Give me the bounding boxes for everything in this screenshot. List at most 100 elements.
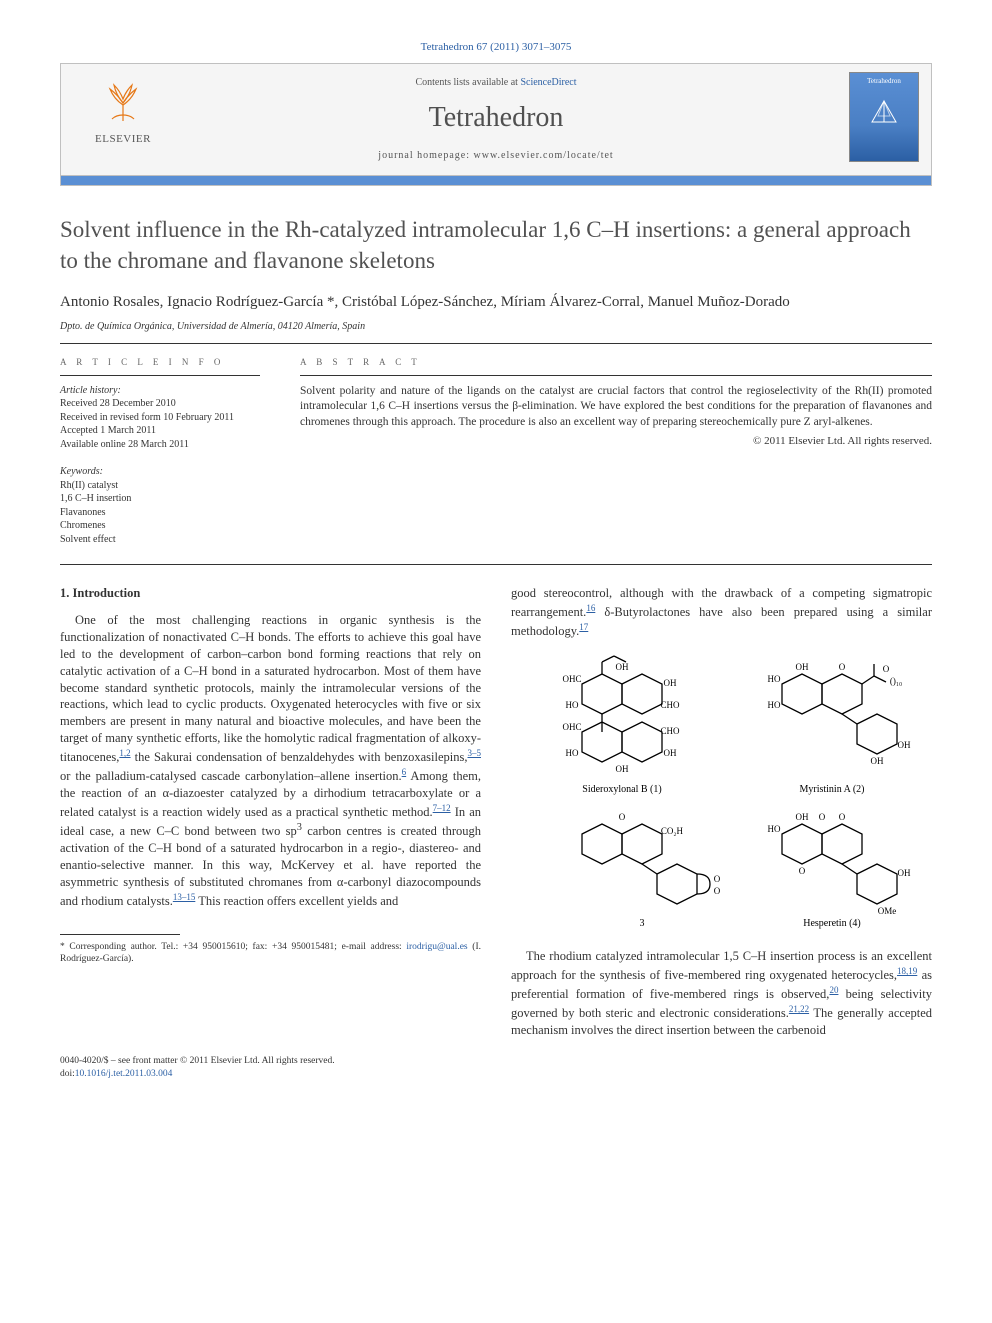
divider <box>300 375 932 376</box>
structure-label: Myristinin A (2) <box>799 784 864 795</box>
divider <box>60 375 260 376</box>
history-label: Article history: <box>60 384 260 398</box>
history-item: Available online 28 March 2011 <box>60 438 260 452</box>
keyword-item: Flavanones <box>60 506 260 520</box>
journal-header: ELSEVIER Tetrahedron Contents lists avai… <box>60 63 932 176</box>
svg-text:()₁₀: ()₁₀ <box>889 676 901 686</box>
email-link[interactable]: irodrigu@ual.es <box>406 942 467 952</box>
structures-svg: OHC HO OH OH CHO OHC HO CHO OH OH <box>522 654 922 934</box>
ref-link[interactable]: 21,22 <box>789 1004 809 1014</box>
doi-label: doi: <box>60 1069 75 1079</box>
svg-text:CHO: CHO <box>660 700 680 710</box>
svg-text:OH: OH <box>615 764 628 774</box>
article-title: Solvent influence in the Rh-catalyzed in… <box>60 214 932 276</box>
journal-cover-thumbnail: Tetrahedron <box>849 72 919 162</box>
text: One of the most challenging reactions in… <box>60 613 481 764</box>
doi-link[interactable]: 10.1016/j.tet.2011.03.004 <box>75 1069 173 1079</box>
body-paragraph: The rhodium catalyzed intramolecular 1,5… <box>511 948 932 1039</box>
divider <box>60 564 932 565</box>
intro-paragraph: One of the most challenging reactions in… <box>60 612 481 910</box>
abstract-label: A B S T R A C T <box>300 356 932 368</box>
keyword-item: Chromenes <box>60 519 260 533</box>
cover-title: Tetrahedron <box>867 77 901 86</box>
body-column-left: 1. Introduction One of the most challeng… <box>60 585 481 1039</box>
text: or the palladium-catalysed cascade carbo… <box>60 769 402 783</box>
abstract-column: A B S T R A C T Solvent polarity and nat… <box>300 356 932 546</box>
svg-text:O: O <box>798 866 805 876</box>
footer-copyright: 0040-4020/$ – see front matter © 2011 El… <box>60 1055 932 1068</box>
ref-link[interactable]: 7–12 <box>433 803 451 813</box>
svg-text:O: O <box>882 664 889 674</box>
svg-text:OH: OH <box>795 812 808 822</box>
elsevier-logo: ELSEVIER <box>73 76 173 146</box>
svg-text:OH: OH <box>897 868 910 878</box>
svg-text:OH: OH <box>663 678 676 688</box>
structure-label: Hesperetin (4) <box>803 918 860 929</box>
svg-text:OH: OH <box>870 756 883 766</box>
divider <box>60 343 932 344</box>
intro-heading: 1. Introduction <box>60 585 481 602</box>
abstract-text: Solvent polarity and nature of the ligan… <box>300 384 932 431</box>
journal-name: Tetrahedron <box>201 99 791 137</box>
svg-text:HO: HO <box>767 824 780 834</box>
text: This reaction offers excellent yields an… <box>195 894 398 908</box>
svg-text:OH: OH <box>615 662 628 672</box>
sciencedirect-link[interactable]: ScienceDirect <box>520 77 576 88</box>
info-label: A R T I C L E I N F O <box>60 356 260 368</box>
svg-text:O: O <box>713 886 720 896</box>
homepage-link[interactable]: www.elsevier.com/locate/tet <box>474 150 614 161</box>
ref-link[interactable]: 17 <box>579 622 588 632</box>
svg-text:O: O <box>838 662 845 672</box>
svg-text:OHC: OHC <box>562 722 581 732</box>
publisher-name: ELSEVIER <box>95 132 151 147</box>
svg-text:HO: HO <box>767 674 780 684</box>
ref-link[interactable]: 3–5 <box>468 748 482 758</box>
homepage-line: journal homepage: www.elsevier.com/locat… <box>201 149 791 163</box>
svg-text:OH: OH <box>663 748 676 758</box>
article-info-column: A R T I C L E I N F O Article history: R… <box>60 356 260 546</box>
page-footer: 0040-4020/$ – see front matter © 2011 El… <box>60 1055 932 1081</box>
svg-text:HO: HO <box>767 700 780 710</box>
svg-text:OH: OH <box>897 740 910 750</box>
affiliation: Dpto. de Química Orgánica, Universidad d… <box>60 320 932 334</box>
history-item: Received 28 December 2010 <box>60 397 260 411</box>
svg-text:HO: HO <box>565 700 578 710</box>
chemical-structures: OHC HO OH OH CHO OHC HO CHO OH OH <box>511 654 932 934</box>
footnote-text: * Corresponding author. Tel.: +34 950015… <box>60 942 406 952</box>
body-column-right: good stereocontrol, although with the dr… <box>511 585 932 1039</box>
tetrahedron-icon <box>869 98 899 128</box>
structure-label: 3 <box>639 918 644 929</box>
svg-text:O: O <box>713 874 720 884</box>
keyword-item: Solvent effect <box>60 533 260 547</box>
body-paragraph: good stereocontrol, although with the dr… <box>511 585 932 640</box>
svg-text:CHO: CHO <box>660 726 680 736</box>
svg-text:CO₂H: CO₂H <box>660 826 683 836</box>
ref-link[interactable]: 18,19 <box>897 966 917 976</box>
authors: Antonio Rosales, Ignacio Rodríguez-Garcí… <box>60 292 932 312</box>
citation-line: Tetrahedron 67 (2011) 3071–3075 <box>60 40 932 55</box>
keyword-item: Rh(II) catalyst <box>60 479 260 493</box>
keyword-item: 1,6 C–H insertion <box>60 492 260 506</box>
abstract-copyright: © 2011 Elsevier Ltd. All rights reserved… <box>300 434 932 449</box>
elsevier-tree-icon <box>96 75 150 130</box>
ref-link[interactable]: 13–15 <box>173 892 196 902</box>
svg-text:OHC: OHC <box>562 674 581 684</box>
history-item: Accepted 1 March 2011 <box>60 424 260 438</box>
homepage-prefix: journal homepage: <box>378 150 473 161</box>
svg-text:O: O <box>818 812 825 822</box>
keywords-label: Keywords: <box>60 465 260 479</box>
ref-link[interactable]: 1,2 <box>119 748 130 758</box>
contents-line: Contents lists available at ScienceDirec… <box>201 76 791 90</box>
svg-text:OMe: OMe <box>877 906 896 916</box>
contents-prefix: Contents lists available at <box>415 77 520 88</box>
history-item: Received in revised form 10 February 201… <box>60 411 260 425</box>
ref-link[interactable]: 16 <box>586 603 595 613</box>
color-bar <box>60 176 932 186</box>
svg-text:O: O <box>838 812 845 822</box>
svg-text:OH: OH <box>795 662 808 672</box>
text: the Sakurai condensation of benzaldehyde… <box>131 750 468 764</box>
structure-label: Sideroxylonal B (1) <box>582 784 661 795</box>
footnote-separator <box>60 934 180 935</box>
corresponding-footnote: * Corresponding author. Tel.: +34 950015… <box>60 941 481 967</box>
svg-text:HO: HO <box>565 748 578 758</box>
